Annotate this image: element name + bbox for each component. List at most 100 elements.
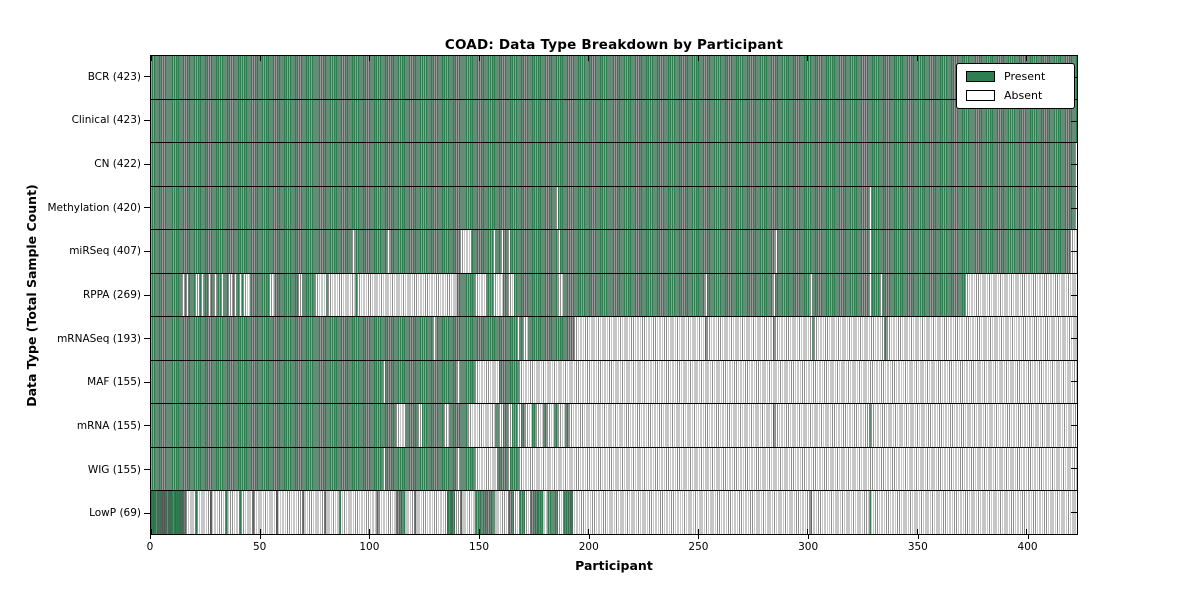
y-tick-cell bbox=[144, 230, 150, 274]
present-segment bbox=[210, 491, 213, 535]
y-tick-mark-right bbox=[1071, 120, 1077, 122]
x-tick-label: 350 bbox=[907, 541, 928, 553]
absent-segment bbox=[707, 317, 773, 360]
absent-segment bbox=[516, 317, 519, 360]
absent-segment bbox=[457, 447, 460, 491]
legend-present-label: Present bbox=[1004, 70, 1046, 83]
absent-segment bbox=[774, 404, 870, 447]
y-tick-label-maf: MAF (155) bbox=[87, 376, 141, 389]
absent-segment bbox=[555, 186, 559, 230]
x-tick-mark-bottom bbox=[369, 529, 371, 534]
x-tick-mark-bottom bbox=[807, 529, 809, 534]
x-tick-mark-top bbox=[478, 56, 480, 61]
legend-item-absent: Absent bbox=[966, 89, 1065, 102]
absent-segment bbox=[507, 447, 510, 491]
absent-segment bbox=[221, 273, 224, 317]
legend-absent-label: Absent bbox=[1004, 89, 1043, 102]
y-tick-label-cn: CN (422) bbox=[94, 158, 141, 171]
present-segment bbox=[507, 491, 515, 535]
absent-segment bbox=[523, 317, 528, 360]
heatmap-rows bbox=[151, 56, 1077, 535]
absent-segment bbox=[507, 404, 513, 447]
legend-present-swatch-icon bbox=[966, 71, 995, 82]
heatmap-row-rppa bbox=[151, 273, 1077, 318]
y-tick-cell bbox=[144, 273, 150, 317]
y-tick-label-mirseq: miRSeq (407) bbox=[69, 245, 141, 258]
x-tick-mark-bottom bbox=[588, 529, 590, 534]
y-tick-mark-right bbox=[1071, 511, 1077, 513]
x-tick-mark-top bbox=[369, 56, 371, 61]
y-tick-cell bbox=[144, 186, 150, 230]
absent-segment bbox=[869, 186, 872, 230]
absent-segment bbox=[227, 273, 232, 317]
x-tick-label: 150 bbox=[469, 541, 490, 553]
y-tick-mark-right bbox=[1071, 468, 1077, 470]
absent-segment bbox=[383, 447, 386, 491]
y-tick-labels: BCR (423) Clinical (423) CN (422) Methylati… bbox=[0, 55, 141, 535]
present-segment bbox=[323, 491, 327, 535]
absent-segment bbox=[315, 273, 327, 317]
present-segment bbox=[251, 491, 254, 535]
absent-segment bbox=[234, 273, 237, 317]
absent-segment bbox=[869, 230, 872, 273]
y-tick-mark bbox=[144, 207, 150, 209]
x-axis-label: Participant bbox=[575, 558, 653, 573]
absent-segment bbox=[242, 273, 250, 317]
absent-segment bbox=[507, 273, 515, 317]
y-tick-mark-right bbox=[1071, 294, 1077, 296]
absent-segment bbox=[201, 273, 204, 317]
x-tick-label: 300 bbox=[798, 541, 819, 553]
heatmap-row-mrnaseq bbox=[151, 317, 1077, 361]
absent-segment bbox=[194, 273, 200, 317]
heatmap-row-maf bbox=[151, 360, 1077, 405]
absent-segment bbox=[459, 230, 471, 273]
heatmap-row-bcr bbox=[151, 56, 1077, 100]
x-tick-mark-bottom bbox=[916, 529, 918, 534]
absent-segment bbox=[569, 404, 773, 447]
present-segment bbox=[529, 491, 543, 535]
absent-segment bbox=[869, 273, 872, 317]
absent-segment bbox=[886, 317, 1077, 360]
present-segment bbox=[459, 491, 462, 535]
heatmap-row-mrna bbox=[151, 404, 1077, 448]
absent-segment bbox=[474, 273, 486, 317]
present-segment bbox=[562, 491, 574, 535]
y-tick-cell bbox=[144, 142, 150, 186]
heatmap-row-wig bbox=[151, 447, 1077, 492]
present-segment bbox=[225, 491, 228, 535]
absent-segment bbox=[457, 360, 460, 404]
absent-segment bbox=[433, 317, 436, 360]
y-tick-label-rppa: RPPA (269) bbox=[82, 289, 141, 302]
absent-segment bbox=[525, 404, 532, 447]
absent-segment bbox=[558, 273, 563, 317]
absent-segment bbox=[214, 273, 217, 317]
absent-segment bbox=[536, 404, 543, 447]
absent-segment bbox=[181, 273, 184, 317]
y-tick-mark bbox=[144, 76, 150, 78]
absent-segment bbox=[516, 404, 521, 447]
x-tick-mark-outer bbox=[259, 535, 261, 539]
x-tick-mark-outer bbox=[808, 535, 810, 539]
heatmap-row-lowp bbox=[151, 491, 1077, 535]
absent-segment bbox=[774, 230, 778, 273]
y-tick-mark bbox=[144, 469, 150, 471]
absent-segment bbox=[518, 447, 1077, 491]
y-tick-cell bbox=[144, 404, 150, 448]
present-segment bbox=[547, 491, 559, 535]
absent-segment bbox=[814, 317, 885, 360]
present-segment bbox=[151, 491, 187, 535]
heatmap-row-methylation bbox=[151, 186, 1077, 231]
y-tick-cell bbox=[144, 448, 150, 492]
heatmap-row-clinical bbox=[151, 99, 1077, 144]
absent-segment bbox=[297, 273, 303, 317]
absent-segment bbox=[474, 447, 497, 491]
y-tick-cell bbox=[144, 317, 150, 361]
x-tick-mark-outer bbox=[917, 535, 919, 539]
x-tick-label: 50 bbox=[253, 541, 267, 553]
y-tick-label-methylation: Methylation (420) bbox=[47, 201, 141, 214]
present-segment bbox=[194, 491, 197, 535]
absent-segment bbox=[387, 230, 390, 273]
absent-segment bbox=[809, 273, 813, 317]
legend: Present Absent bbox=[956, 63, 1075, 109]
